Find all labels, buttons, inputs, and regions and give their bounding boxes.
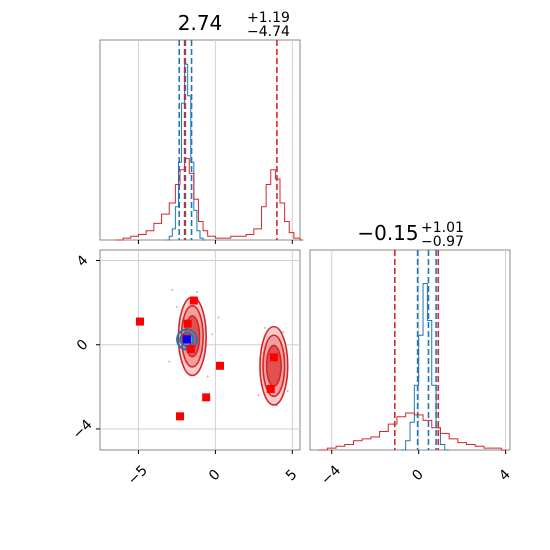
red-marker (183, 319, 192, 328)
joint-scatter-point (217, 316, 220, 319)
red-marker (176, 412, 184, 421)
joint-scatter-point (175, 305, 178, 308)
marginal-y-frame (309, 249, 511, 451)
joint-scatter-point (263, 326, 266, 329)
joint-panel: −5 0 5 4 0 −4 (70, 249, 301, 488)
joint-y-tick-label: 0 (74, 337, 92, 355)
title-x: 2.74 (178, 11, 223, 35)
joint-x-tick-label: −5 (125, 462, 151, 488)
red-marker (136, 317, 144, 326)
joint-scatter-point (282, 331, 285, 334)
joint-scatter-point (171, 289, 174, 291)
joint-x-tick-label: 0 (206, 467, 224, 485)
joint-scatter-point (168, 360, 171, 363)
joint-y-tick-label: 4 (74, 252, 92, 270)
title-x-minus: −4.74 (247, 24, 290, 40)
marginal-x-histogram-1 (115, 158, 304, 241)
marginal-y-panel: −4 0 4 (309, 249, 514, 488)
joint-scatter-point (286, 390, 289, 393)
title-y-value: −0.15 (357, 221, 418, 245)
joint-scatter-point (257, 394, 260, 397)
title-y: −0.15 (357, 221, 418, 245)
joint-scatter-point (206, 375, 209, 378)
marginal-x-panel (99, 39, 304, 244)
red-marker (189, 296, 198, 305)
marginal-y-tick-label: −4 (318, 462, 344, 488)
title-y-minus: −0.97 (421, 234, 464, 250)
joint-x-tick-label: 5 (283, 467, 301, 485)
marginal-x-frame (99, 39, 301, 241)
title-y-plus: +1.01 (421, 220, 464, 236)
marginal-x-histogram-0 (166, 63, 207, 241)
red-marker (202, 393, 211, 402)
title-x-value: 2.74 (178, 11, 223, 35)
joint-scatter-point (195, 291, 198, 294)
marginal-y-tick-label: 4 (496, 467, 514, 485)
red-marker (266, 384, 275, 393)
joint-scatter-point (211, 333, 214, 336)
marginal-y-histogram-0 (401, 283, 450, 451)
marginal-y-histogram-1 (318, 412, 506, 451)
joint-scatter-point (275, 404, 278, 407)
marginal-y-tick-label: 0 (409, 467, 427, 485)
red-marker (269, 353, 278, 362)
red-marker (216, 361, 224, 370)
joint-y-tick-label: −4 (70, 417, 96, 443)
blue-marker (182, 335, 191, 344)
red-marker (186, 344, 195, 353)
red-contour-1-2 (265, 344, 282, 387)
title-x-plus: +1.19 (247, 10, 290, 26)
